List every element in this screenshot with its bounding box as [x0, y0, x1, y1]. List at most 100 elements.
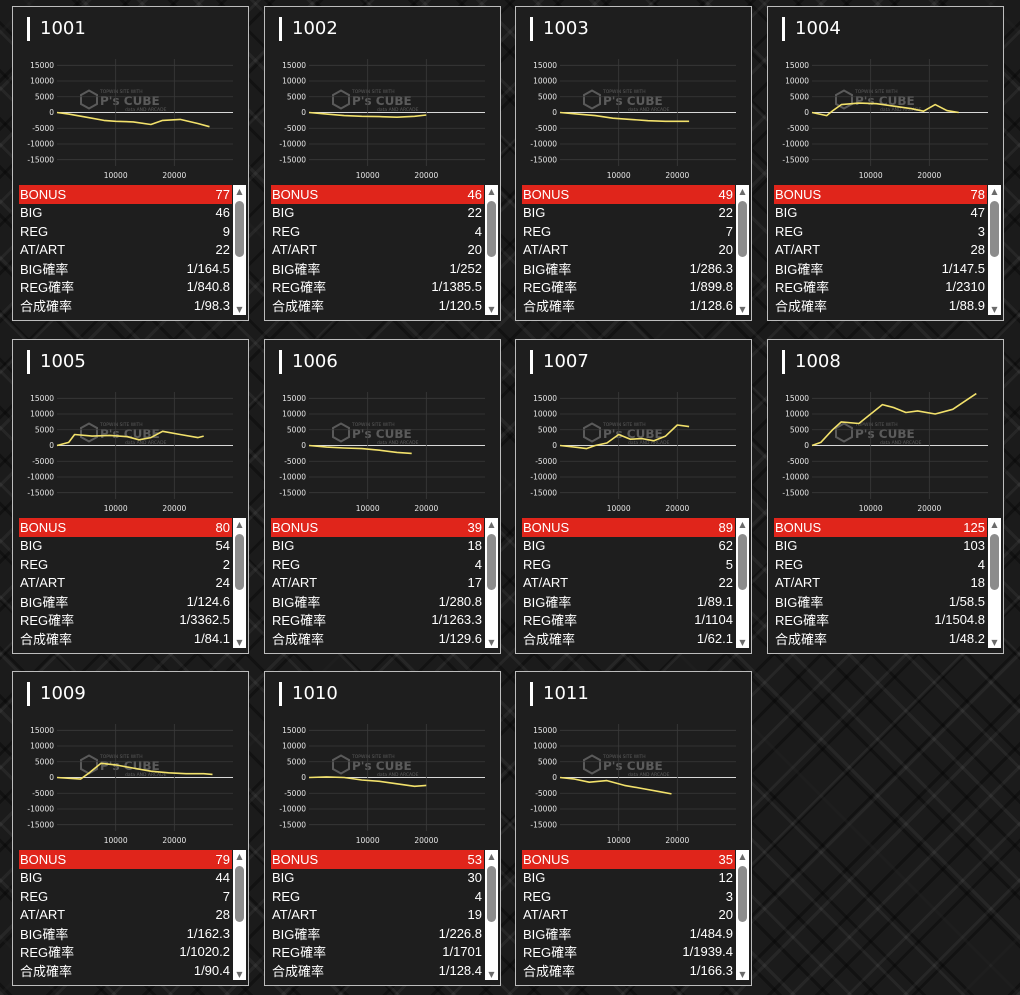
- scroll-thumb[interactable]: [990, 534, 999, 590]
- scroll-down-icon[interactable]: ▼: [236, 305, 243, 314]
- stat-value: 46: [467, 186, 482, 202]
- machine-card[interactable]: 1004 TOPWIN SITE WITH P's CUBE data AND ARC…: [767, 6, 1004, 321]
- y-tick-label: 10000: [30, 410, 54, 419]
- scroll-down-icon[interactable]: ▼: [739, 638, 746, 647]
- scroll-down-icon[interactable]: ▼: [236, 970, 243, 979]
- scroll-thumb[interactable]: [487, 866, 496, 922]
- stat-row: 合成確率 1/129.6: [271, 629, 484, 648]
- stat-row: BIG確率 1/280.8: [271, 592, 484, 611]
- scroll-thumb[interactable]: [487, 534, 496, 590]
- stats-scrollbar[interactable]: ▲ ▼: [736, 850, 749, 980]
- scroll-down-icon[interactable]: ▼: [739, 305, 746, 314]
- y-tick-label: -15000: [530, 155, 557, 164]
- stat-value: 1/1263.3: [431, 612, 482, 628]
- stat-row: BIG確率 1/252: [271, 259, 484, 278]
- machine-card[interactable]: 1006 TOPWIN SITE WITH P's CUBE data AND ARC…: [264, 339, 501, 654]
- machine-card[interactable]: 1002 TOPWIN SITE WITH P's CUBE data AND ARC…: [264, 6, 501, 321]
- scroll-thumb[interactable]: [990, 201, 999, 257]
- machine-card[interactable]: 1008 TOPWIN SITE WITH P's CUBE data AND ARC…: [767, 339, 1004, 654]
- stats-scrollbar[interactable]: ▲ ▼: [233, 185, 246, 315]
- scroll-up-icon[interactable]: ▲: [739, 187, 746, 196]
- scroll-down-icon[interactable]: ▼: [991, 638, 998, 647]
- stat-label: BONUS: [272, 519, 319, 535]
- scroll-down-icon[interactable]: ▼: [488, 305, 495, 314]
- scroll-thumb[interactable]: [235, 534, 244, 590]
- stats-scrollbar[interactable]: ▲ ▼: [233, 850, 246, 980]
- scroll-up-icon[interactable]: ▲: [488, 187, 495, 196]
- watermark-sub: data AND ARCADE: [880, 107, 922, 113]
- scroll-thumb[interactable]: [738, 201, 747, 257]
- stat-label: BONUS: [20, 851, 67, 867]
- machine-number: 1010: [279, 682, 338, 706]
- scroll-up-icon[interactable]: ▲: [991, 520, 998, 529]
- x-tick-label: 10000: [859, 171, 883, 180]
- stat-value: 1/2310: [945, 279, 985, 295]
- stat-value: 1/166.3: [689, 962, 733, 978]
- scroll-up-icon[interactable]: ▲: [991, 187, 998, 196]
- scroll-thumb[interactable]: [487, 201, 496, 257]
- stat-label: BIG確率: [523, 926, 572, 942]
- stat-label: REG: [20, 888, 49, 904]
- stat-row: BIG 22: [271, 204, 484, 223]
- y-tick-label: -15000: [530, 488, 557, 497]
- machine-number: 1004: [782, 17, 841, 41]
- scroll-thumb[interactable]: [235, 201, 244, 257]
- stats-scrollbar[interactable]: ▲ ▼: [485, 185, 498, 315]
- watermark-sub: data AND ARCADE: [125, 772, 167, 778]
- scroll-up-icon[interactable]: ▲: [488, 852, 495, 861]
- stats-scrollbar[interactable]: ▲ ▼: [736, 518, 749, 648]
- stat-label: AT/ART: [272, 242, 318, 258]
- scroll-up-icon[interactable]: ▲: [739, 852, 746, 861]
- scroll-up-icon[interactable]: ▲: [236, 520, 243, 529]
- stat-label: REG確率: [20, 945, 75, 961]
- scroll-down-icon[interactable]: ▼: [488, 638, 495, 647]
- stats-scrollbar[interactable]: ▲ ▼: [988, 185, 1001, 315]
- y-tick-label: 10000: [282, 410, 306, 419]
- scroll-down-icon[interactable]: ▼: [739, 970, 746, 979]
- stat-value: 1/840.8: [186, 279, 230, 295]
- y-tick-label: 5000: [35, 425, 54, 434]
- stats-scrollbar[interactable]: ▲ ▼: [988, 518, 1001, 648]
- stat-value: 39: [467, 519, 482, 535]
- stat-value: 80: [215, 519, 230, 535]
- stat-label: BIG確率: [272, 926, 321, 942]
- stats-scrollbar[interactable]: ▲ ▼: [233, 518, 246, 648]
- x-tick-label: 20000: [162, 171, 186, 180]
- stat-label: AT/ART: [20, 575, 66, 591]
- watermark-tagline: TOPWIN SITE WITH: [854, 422, 898, 428]
- scroll-up-icon[interactable]: ▲: [488, 520, 495, 529]
- stat-value: 19: [467, 907, 482, 923]
- stat-label: AT/ART: [775, 242, 821, 258]
- machine-card[interactable]: 1003 TOPWIN SITE WITH P's CUBE data AND ARC…: [515, 6, 752, 321]
- bonus-row: BONUS 80: [19, 518, 232, 537]
- stat-row: REG確率 1/840.8: [19, 278, 232, 297]
- machine-card[interactable]: 1007 TOPWIN SITE WITH P's CUBE data AND ARC…: [515, 339, 752, 654]
- stat-row: 合成確率 1/128.6: [522, 296, 735, 315]
- stats-scrollbar[interactable]: ▲ ▼: [485, 850, 498, 980]
- stats-scrollbar[interactable]: ▲ ▼: [736, 185, 749, 315]
- scroll-up-icon[interactable]: ▲: [236, 852, 243, 861]
- stat-value: 18: [970, 575, 985, 591]
- machine-card[interactable]: 1011 TOPWIN SITE WITH P's CUBE data AND ARC…: [515, 671, 752, 986]
- stats-table: BONUS 35 BIG 12 REG 3 AT/ART 20 BIG確率 1/484.9 REG確…: [522, 850, 735, 980]
- y-tick-label: 0: [552, 773, 557, 782]
- machine-card[interactable]: 1009 TOPWIN SITE WITH P's CUBE data AND ARC…: [12, 671, 249, 986]
- stat-value: 3: [977, 223, 985, 239]
- machine-card[interactable]: 1001 TOPWIN SITE WITH P's CUBE data AND ARC…: [12, 6, 249, 321]
- stat-value: 44: [215, 870, 230, 886]
- machine-card[interactable]: 1005 TOPWIN SITE WITH P's CUBE data AND ARC…: [12, 339, 249, 654]
- y-tick-label: 15000: [533, 726, 557, 735]
- scroll-down-icon[interactable]: ▼: [991, 305, 998, 314]
- stats-scrollbar[interactable]: ▲ ▼: [485, 518, 498, 648]
- y-tick-label: 0: [49, 108, 54, 117]
- scroll-thumb[interactable]: [235, 866, 244, 922]
- scroll-up-icon[interactable]: ▲: [236, 187, 243, 196]
- machine-card[interactable]: 1010 TOPWIN SITE WITH P's CUBE data AND ARC…: [264, 671, 501, 986]
- scroll-thumb[interactable]: [738, 866, 747, 922]
- scroll-thumb[interactable]: [738, 534, 747, 590]
- scroll-down-icon[interactable]: ▼: [488, 970, 495, 979]
- stat-value: 89: [718, 519, 733, 535]
- stat-value: 78: [970, 186, 985, 202]
- scroll-up-icon[interactable]: ▲: [739, 520, 746, 529]
- scroll-down-icon[interactable]: ▼: [236, 638, 243, 647]
